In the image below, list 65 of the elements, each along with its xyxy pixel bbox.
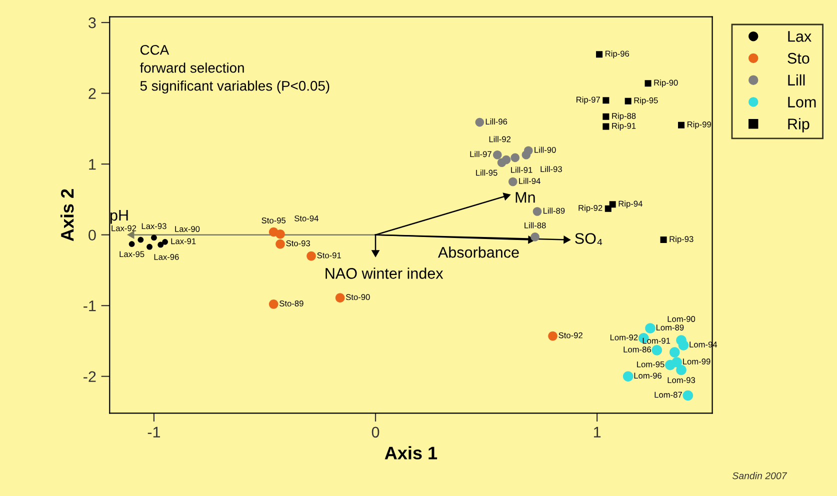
data-label: Lill-95	[476, 170, 498, 176]
data-label: Rip-99	[688, 121, 711, 130]
data-label: Rip-94	[618, 200, 642, 208]
data-label: Lom-96	[634, 372, 662, 379]
annotation: NAO winter index	[326, 268, 444, 279]
data-label: Lom-86	[624, 346, 651, 352]
data-label: Rip-90	[654, 80, 678, 88]
data-label: Rip-96	[606, 50, 630, 58]
y-tick-label: -1	[84, 300, 96, 312]
data-label: Lill-92	[489, 136, 511, 142]
annotation: pH	[110, 210, 128, 224]
data-label: Sto-89	[280, 300, 304, 306]
legend-label: Lax	[788, 31, 812, 42]
legend-label: Sto	[788, 52, 810, 64]
data-label: Rip-92	[578, 204, 602, 213]
data-label: Rip-93	[670, 236, 694, 244]
data-label: Lom-89	[656, 324, 684, 330]
annotation: SO₄	[575, 233, 602, 246]
data-label: Lill-93	[540, 166, 562, 172]
data-label: Lill-94	[519, 178, 540, 184]
x-tick-label: -1	[148, 426, 160, 438]
annotation: Mn	[516, 192, 535, 203]
x-tick-label: 1	[594, 426, 601, 438]
data-label: Lax-95	[120, 251, 144, 258]
y-axis-title: Axis 2	[60, 189, 74, 242]
y-tick-label: -2	[84, 371, 96, 382]
data-label: Lax-93	[142, 223, 166, 230]
data-label: Lom-90	[668, 316, 696, 322]
data-label: Rip-95	[634, 97, 658, 105]
data-label: Lom-95	[637, 361, 664, 368]
data-label: Lax-91	[171, 238, 196, 244]
data-label: Lill-90	[534, 146, 556, 153]
legend-label: Lill	[788, 74, 805, 86]
y-tick-label: 3	[88, 17, 96, 28]
data-label: Lill-91	[511, 166, 532, 173]
legend-label: Lom	[788, 96, 816, 108]
data-label: Rip-88	[612, 112, 636, 121]
data-label: Sto-91	[317, 252, 341, 258]
data-label: Sto-93	[286, 240, 310, 246]
data-label: Sto-90	[346, 294, 370, 300]
data-label: Lom-87	[654, 392, 682, 398]
annotation: CCA forward selection 5 significant variables (P<0.05)	[140, 44, 330, 94]
data-label: Lom-92	[610, 334, 638, 340]
annotation: Absorbance	[438, 246, 519, 258]
x-axis-title: Axis 1	[384, 446, 438, 460]
y-tick-label: 2	[88, 88, 96, 99]
data-label: Lax-90	[175, 226, 200, 232]
data-label: Rip-97	[576, 96, 600, 104]
data-label: Lom-93	[668, 377, 696, 384]
data-label: Sto-95	[262, 218, 286, 224]
data-label: Lax-92	[112, 225, 136, 232]
data-label: Lill-96	[486, 118, 508, 125]
data-label: Lill-97	[470, 150, 492, 158]
data-label: Lom-99	[683, 358, 710, 364]
y-tick-label: 0	[88, 230, 96, 241]
text: Sandin 2007	[732, 472, 788, 480]
y-tick-label: 1	[89, 159, 96, 170]
data-label: Sto-94	[294, 215, 318, 222]
legend-label: Rip	[788, 118, 810, 132]
data-label: Sto-92	[558, 332, 582, 338]
data-label: Lax-96	[154, 254, 179, 260]
x-tick-label: 0	[372, 426, 380, 438]
data-label: Lill-88	[524, 222, 546, 228]
data-label: Lill-89	[543, 208, 565, 214]
data-label: Rip-91	[612, 122, 636, 130]
